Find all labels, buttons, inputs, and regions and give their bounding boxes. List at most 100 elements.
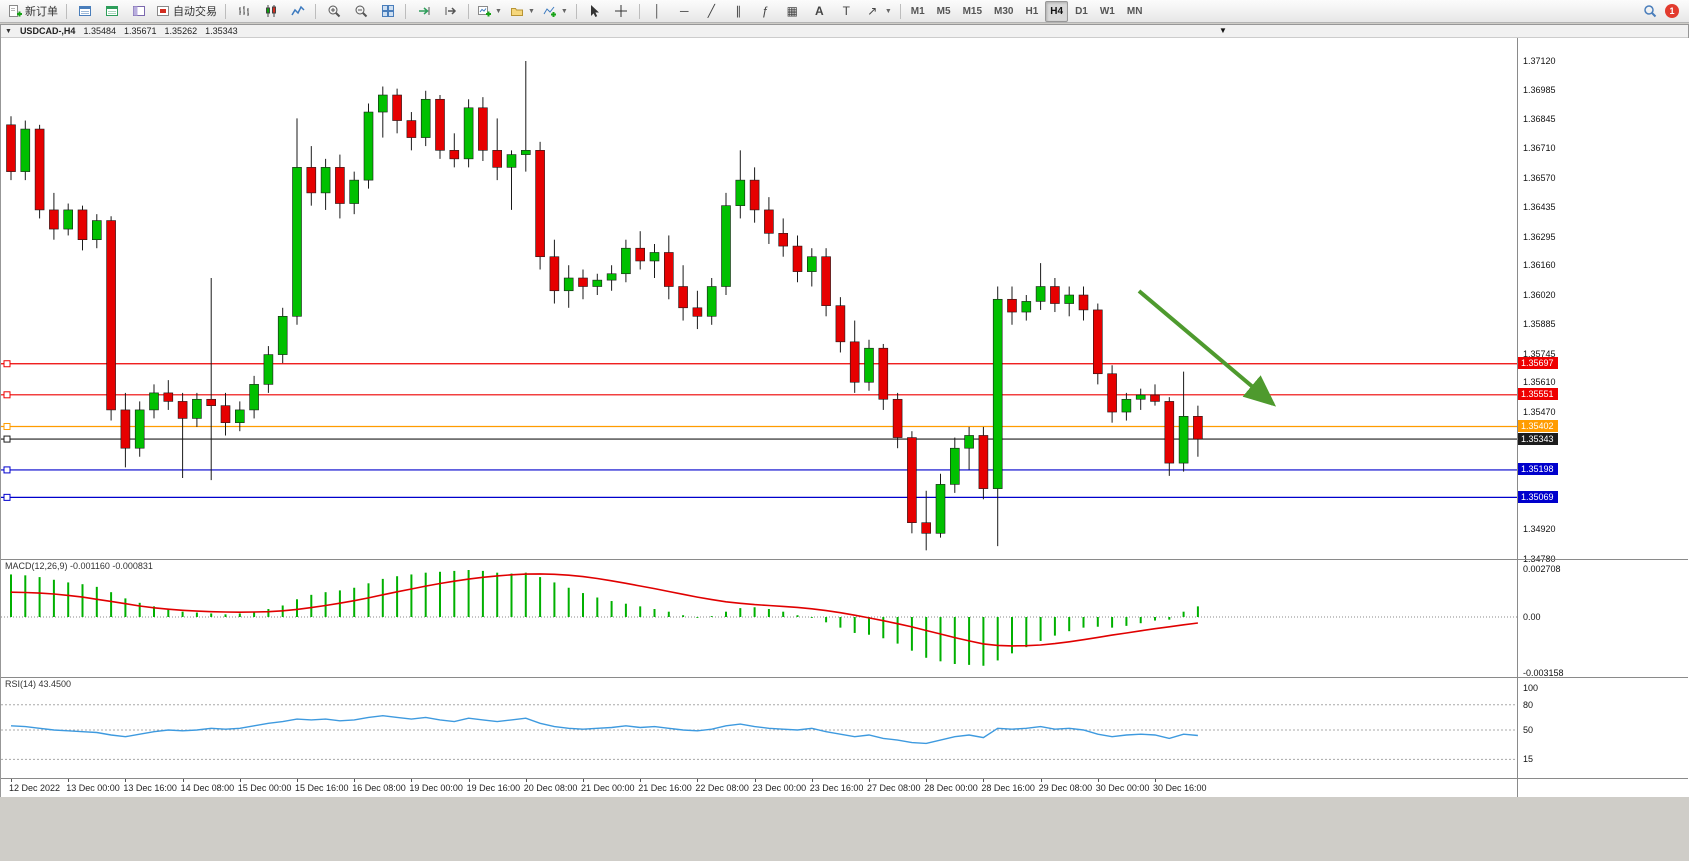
candle-bullish (606, 273, 617, 281)
new-chart-button[interactable]: ▼ (473, 1, 506, 22)
auto-trading-button[interactable]: 自动交易 (152, 1, 221, 22)
text-tool-button[interactable]: A (806, 1, 833, 22)
time-axis-label: 28 Dec 16:00 (981, 783, 1035, 793)
timeframe-button-m1[interactable]: M1 (910, 5, 925, 17)
price-axis-label: 1.36570 (1523, 173, 1556, 183)
rsi-axis-label: 15 (1523, 754, 1534, 765)
profiles-button[interactable]: ▼ (506, 1, 539, 22)
zoom-out-button[interactable] (347, 1, 374, 22)
bar-chart-icon (238, 6, 249, 16)
hline-handle-current-price[interactable] (3, 435, 11, 443)
candle-bullish (63, 209, 74, 230)
zoom-in-button[interactable] (320, 1, 347, 22)
channel-tool-button[interactable]: ∥ (725, 1, 752, 22)
candle-bearish (34, 128, 45, 211)
toolbar-separator (225, 3, 226, 19)
hline-handle-resistance-1[interactable] (3, 360, 11, 368)
toolbar-separator (405, 3, 406, 19)
time-axis-label: 21 Dec 16:00 (638, 783, 692, 793)
fibonacci-tool-button[interactable]: ƒ (752, 1, 779, 22)
candle-bearish (306, 167, 317, 194)
candle-bullish (520, 150, 531, 155)
time-tick (983, 779, 985, 782)
time-tick (411, 779, 413, 782)
pane-separator[interactable] (1, 559, 1688, 560)
time-tick (68, 779, 70, 782)
price-axis-label: 1.35745 (1523, 348, 1556, 359)
hline-handle-pivot-orange[interactable] (3, 423, 11, 431)
time-tick (125, 779, 127, 782)
line-chart-button[interactable] (284, 1, 311, 22)
rsi-label: RSI(14) 43.4500 (5, 679, 72, 689)
timeframe-button-mn[interactable]: MN (1126, 5, 1143, 17)
candle-bearish (535, 150, 545, 258)
rsi-chart-canvas[interactable] (1, 678, 1517, 778)
chart-title-dropdown-icon[interactable]: ▼ (5, 27, 12, 35)
rsi-line (10, 714, 1198, 745)
pane-separator[interactable] (1, 677, 1688, 678)
toolbar-separator (575, 3, 577, 19)
time-tick (697, 779, 699, 782)
timeframe-button-m15[interactable]: M15 (962, 5, 983, 17)
candle-bullish (721, 205, 731, 287)
label-tool-button[interactable]: T (833, 1, 860, 22)
candle-bullish (377, 94, 388, 113)
timeframe-button-w1[interactable]: W1 (1099, 5, 1115, 17)
trend-arrow[interactable] (1137, 289, 1277, 407)
candle-bearish (206, 398, 216, 406)
vertical-line-tool-button[interactable]: │ (644, 1, 671, 22)
search-button[interactable] (1636, 1, 1663, 22)
navigator-button[interactable] (125, 1, 152, 22)
rsi-axis-label: 100 (1523, 683, 1539, 693)
timeframe-button-h4[interactable]: H4 (1045, 0, 1069, 22)
notification-badge[interactable]: 1 (1665, 4, 1679, 18)
horizontal-line-tool-button[interactable]: ─ (671, 1, 698, 22)
new-order-button[interactable]: 新订单 (4, 1, 62, 22)
shapes-tool-button[interactable]: ▦ (779, 1, 806, 22)
timeframe-button-m5[interactable]: M5 (936, 5, 951, 17)
bar-chart-button[interactable] (230, 1, 257, 22)
time-tick (583, 779, 584, 782)
candle-bullish (592, 279, 603, 287)
data-window-button[interactable] (98, 1, 125, 22)
chart-close-value: 1.35343 (205, 26, 238, 36)
tile-windows-button[interactable] (374, 1, 401, 22)
time-tick (239, 779, 241, 782)
timeframe-button-h1[interactable]: H1 (1025, 5, 1039, 17)
hline-handle-support-2[interactable] (3, 493, 11, 501)
price-axis-label: 1.36295 (1523, 231, 1556, 242)
price-axis[interactable]: 1.37120 1.36985 1.36845 1.36710 1.36570 1.364… (1517, 38, 1689, 797)
candle-bearish (406, 120, 417, 138)
candle-bullish (806, 256, 817, 272)
price-chart-canvas[interactable] (1, 38, 1517, 559)
shift-end-marker-icon[interactable]: ▼ (1219, 26, 1227, 35)
hline-handle-support-1[interactable] (3, 466, 11, 474)
arrows-tool-button[interactable]: ↗ ▼ (860, 1, 896, 22)
macd-chart-canvas[interactable] (1, 560, 1517, 677)
market-watch-button[interactable] (71, 1, 98, 22)
time-tick (11, 779, 12, 782)
candle-bearish (778, 233, 789, 247)
time-axis-label: 19 Dec 00:00 (409, 783, 463, 793)
candle-bearish (849, 341, 860, 383)
candle-bearish (163, 392, 174, 402)
crosshair-button[interactable] (608, 1, 635, 22)
cursor-button[interactable] (581, 1, 608, 22)
candle-bearish (749, 179, 760, 211)
candle-bearish (449, 150, 460, 160)
candle-bearish (1007, 298, 1017, 313)
chart-high-value: 1.35671 (124, 26, 157, 36)
trendline-tool-button[interactable]: ╱ (698, 1, 725, 22)
time-axis[interactable]: 12 Dec 2022 13 Dec 00:00 13 Dec 16:00 14 De… (1, 779, 1517, 797)
time-tick (754, 779, 756, 782)
timeframe-button-m30[interactable]: M30 (994, 5, 1014, 17)
indicators-button[interactable]: ▼ (539, 1, 572, 22)
hline-handle-resistance-2[interactable] (3, 391, 11, 399)
chart-shift-button[interactable] (437, 1, 464, 22)
auto-scroll-button[interactable] (410, 1, 437, 22)
candle-bearish (177, 401, 188, 419)
rsi-pane: RSI(14) 43.4500 (1, 678, 1517, 778)
macd-signal-line (10, 573, 1198, 647)
timeframe-button-d1[interactable]: D1 (1075, 5, 1088, 17)
candlestick-button[interactable] (257, 1, 284, 22)
